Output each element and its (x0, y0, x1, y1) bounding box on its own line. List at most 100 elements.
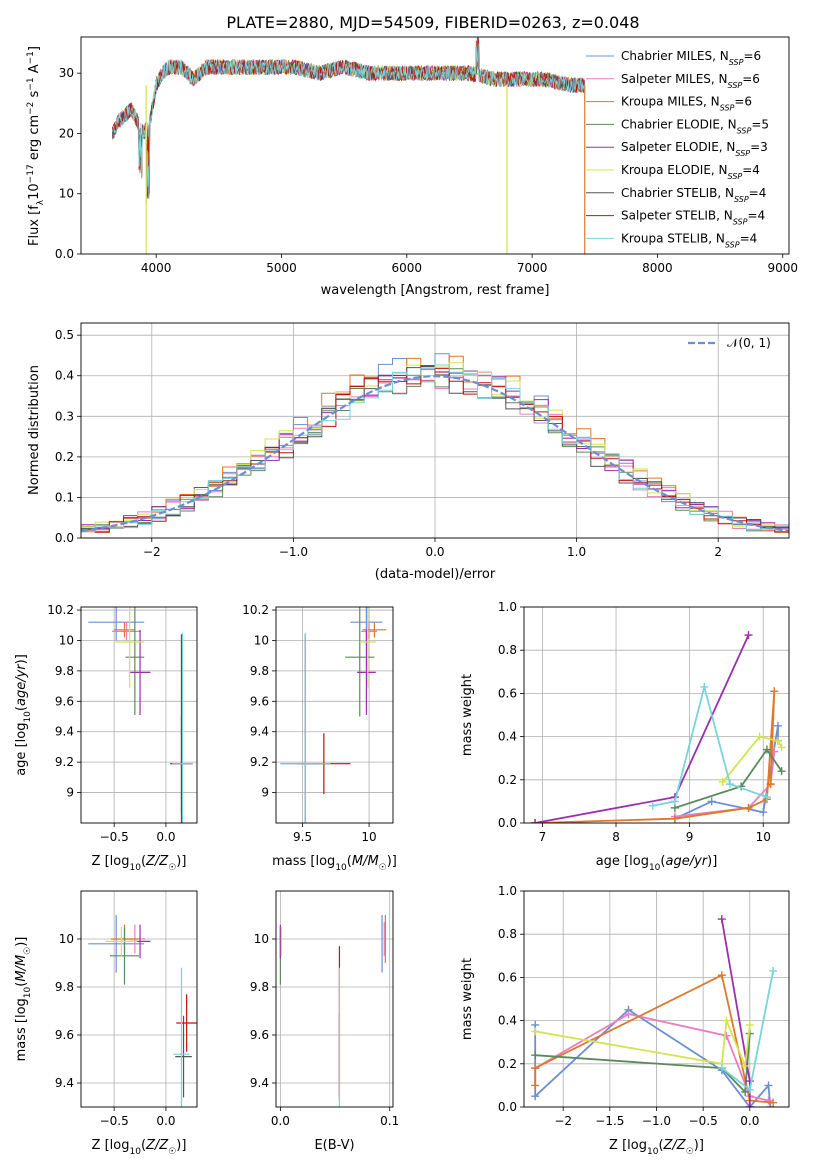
mass_vs_ebv-errorbars (279, 915, 386, 1107)
weight_vs_age-ytick-label: 0.4 (498, 730, 517, 744)
mass_vs_ebv-xtick-label: 0.1 (380, 1114, 399, 1128)
age_vs_mass-ytick-label: 9.4 (250, 725, 269, 739)
residual_histogram-xtick-label: −2 (143, 545, 161, 559)
weight-line-kroupa_miles (534, 691, 776, 823)
weight_vs_Z-axes: −2 −1.5 −1.0 −0.5 0.0 0.0 0.2 0.4 0.6 0.8 1.0 (498, 884, 789, 1128)
legend-label: Chabrier MILES, NSSP=6 (621, 49, 761, 67)
age_vs_Z-xtick-label: −0.5 (100, 830, 129, 844)
weight_vs_age-series (531, 631, 786, 823)
weight-marker (770, 687, 779, 696)
weight-marker (766, 780, 775, 789)
weight_vs_Z-ytick-label: 0.8 (498, 927, 517, 941)
age_vs_Z-ytick-label: 9.6 (55, 694, 74, 708)
legend-label: Salpeter MILES, NSSP=6 (621, 72, 760, 90)
weight_vs_age-ylabel: mass weight (460, 674, 475, 756)
age_vs_Z-ytick-label: 9.4 (55, 725, 74, 739)
residual_histogram-ytick-label: 0.3 (55, 409, 74, 423)
weight-marker (766, 1103, 775, 1107)
legend-label: Kroupa ELODIE, NSSP=4 (621, 163, 760, 181)
normal-curve (81, 375, 789, 532)
weight-marker (531, 1064, 540, 1073)
weight-marker (762, 745, 771, 754)
weight_vs_Z-ytick-label: 0.6 (498, 970, 517, 984)
weight_vs_Z-xtick-label: 0.0 (740, 1114, 759, 1128)
residual_histogram-ytick-label: 0.1 (55, 490, 74, 504)
weight-marker (707, 797, 716, 806)
mass_vs_Z-ytick-label: 9.6 (55, 1028, 74, 1042)
weight-line-chabrier_elodie (674, 748, 783, 809)
weight-marker (531, 1027, 540, 1036)
weight_vs_Z-frame (523, 890, 790, 1108)
mass_vs_Z-errorbars (88, 915, 197, 1107)
weight-marker (722, 1031, 731, 1040)
age_vs_Z-ytick-label: 10 (59, 633, 74, 647)
histogram-steps (81, 353, 789, 533)
mass_vs_ebv-ytick-label: 10 (254, 932, 269, 946)
mass_vs_ebv-xtick-label: 0.0 (271, 1114, 290, 1128)
spectrum-line-kroupa_stelib (112, 43, 585, 199)
weight_vs_age-ytick-label: 0.2 (498, 773, 517, 787)
weight_vs_age-xtick-label: 8 (612, 830, 620, 844)
weight-marker (531, 1092, 540, 1101)
age_vs_Z-ytick-label: 9.8 (55, 664, 74, 678)
weight_vs_Z-ytick-label: 0.2 (498, 1057, 517, 1071)
mass_vs_ebv-axes: 0.0 0.1 9.4 9.6 9.8 10 (250, 891, 399, 1128)
mass_vs_Z-ylabel: mass [log10(M/M☉)] (14, 937, 33, 1062)
weight-marker (648, 801, 657, 810)
spectrum-ytick-label: 20 (59, 126, 74, 140)
spectrum-xtick-label: 6000 (392, 261, 423, 275)
spectrum-xtick-label: 5000 (266, 261, 297, 275)
legend-label: Salpeter STELIB, NSSP=4 (621, 209, 765, 227)
mass_vs_Z-ytick-label: 9.8 (55, 980, 74, 994)
age_vs_Z-xlabel: Z [log10(Z/Z☉)] (92, 854, 187, 873)
spectrum-xtick-label: 7000 (517, 261, 548, 275)
weight_vs_age-frame (523, 606, 790, 824)
weight-marker (745, 1077, 754, 1086)
weight_vs_age-ytick-label: 0.8 (498, 643, 517, 657)
mass_vs_ebv-ytick-label: 9.4 (250, 1076, 269, 1090)
residual_histogram-ytick-label: 0.2 (55, 450, 74, 464)
spectrum-lines (112, 37, 586, 254)
histogram-legend-label: 𝒩(0, 1) (727, 336, 771, 350)
weight-marker (762, 793, 771, 802)
mass_vs_ebv-ytick-label: 9.6 (250, 1028, 269, 1042)
weight-marker (531, 819, 540, 823)
mass_vs_Z-xtick-label: −0.5 (100, 1114, 129, 1128)
weight-marker (745, 1020, 754, 1029)
figure-title: PLATE=2880, MJD=54509, FIBERID=0263, z=0… (226, 13, 639, 32)
histogram-kroupa_stelib (81, 364, 789, 532)
mass_vs_Z-ytick-label: 10 (59, 932, 74, 946)
weight_vs_Z-xtick-label: −2 (554, 1114, 572, 1128)
weight_vs_age-xtick-label: 9 (686, 830, 694, 844)
residual_histogram-ytick-label: 0.4 (55, 369, 74, 383)
weight-marker (777, 743, 786, 752)
weight-marker (769, 1098, 778, 1107)
residual_histogram-frame (80, 322, 790, 539)
age_vs_Z-frame (80, 606, 198, 824)
weight-marker (745, 1085, 754, 1094)
histogram-chabrier_stelib (81, 366, 789, 529)
age_vs_Z-xtick-label: 0.0 (156, 830, 175, 844)
spectrum-axes: 4000 5000 6000 7000 8000 9000 0.0 10 20 30 (55, 66, 798, 275)
age_vs_mass-ytick-label: 10.2 (242, 603, 269, 617)
residual_histogram-xtick-label: −1.0 (279, 545, 308, 559)
weight-marker (531, 1081, 540, 1090)
weight_vs_age-ytick-label: 1.0 (498, 600, 517, 614)
age_vs_Z-ytick-label: 9.2 (55, 755, 74, 769)
spectrum-xtick-label: 9000 (767, 261, 798, 275)
legend-label: Salpeter ELODIE, NSSP=3 (621, 140, 768, 158)
mass_vs_Z-ytick-label: 9.4 (55, 1076, 74, 1090)
age_vs_mass-frame (275, 606, 394, 824)
age_vs_mass-xlabel: mass [log10(M/M☉)] (272, 854, 397, 873)
age_vs_mass-ytick-label: 9.2 (250, 755, 269, 769)
age_vs_Z-ytick-label: 10.2 (47, 603, 74, 617)
spectrum-ytick-label: 10 (59, 187, 74, 201)
weight-marker (773, 721, 782, 730)
age_vs_mass-errorbars (279, 607, 387, 823)
weight-marker (769, 966, 778, 975)
weight_vs_Z-ytick-label: 0.4 (498, 1014, 517, 1028)
weight-marker (764, 1081, 773, 1090)
weight_vs_Z-xlabel: Z [log10(Z/Z☉)] (609, 1138, 704, 1157)
